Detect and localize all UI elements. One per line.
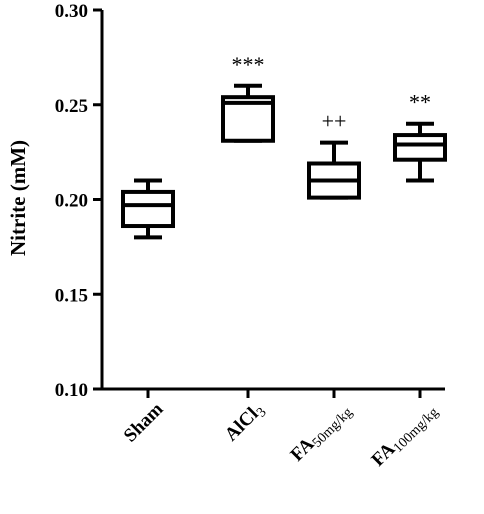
y-tick-label: 0.15 <box>55 285 88 306</box>
boxes: *** ++ ** <box>121 52 447 240</box>
x-category-label: Sham <box>120 399 168 447</box>
significance-label: ** <box>409 90 431 115</box>
x-category-label: FA100mg/kg <box>368 399 442 473</box>
box-3: ++ <box>307 109 361 200</box>
category-subscript: 50mg/kg <box>310 405 356 451</box>
x-category-label: AlCl3 <box>221 399 270 448</box>
category-subscript: 100mg/kg <box>391 405 442 456</box>
y-tick-label: 0.30 <box>55 1 88 22</box>
iqr-box <box>393 133 447 162</box>
y-axis: 0.10 0.15 0.20 0.25 0.30 <box>55 1 104 401</box>
y-axis-label: Nitrite (mM) <box>6 140 30 256</box>
box-1 <box>121 178 175 240</box>
y-tick-label: 0.25 <box>55 96 88 117</box>
box-2: *** <box>221 52 275 143</box>
significance-label: *** <box>232 52 265 77</box>
y-tick-label: 0.20 <box>55 191 88 212</box>
y-tick-label: 0.10 <box>55 380 88 401</box>
box-4: ** <box>393 90 447 183</box>
x-category-label: FA50mg/kg <box>287 399 356 468</box>
x-axis <box>102 387 445 398</box>
category-base: Sham <box>120 399 168 447</box>
significance-label: ++ <box>322 109 347 134</box>
iqr-box <box>121 189 175 229</box>
